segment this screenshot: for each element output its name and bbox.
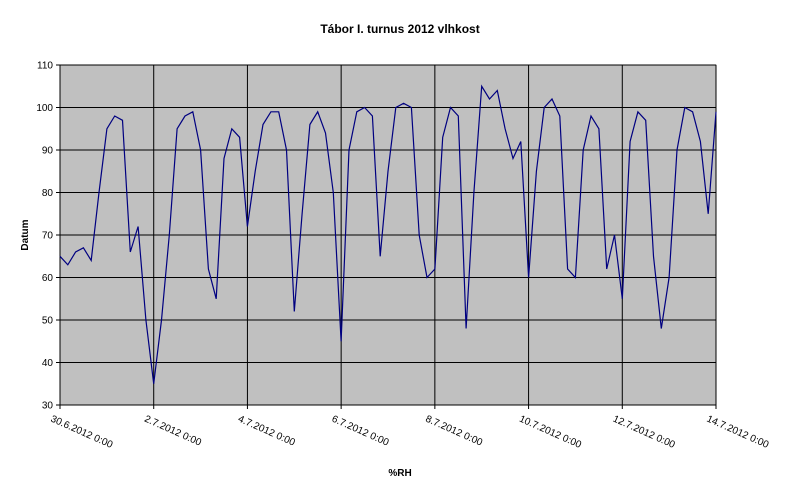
x-tick-label: 12.7.2012 0:00 xyxy=(611,414,677,451)
x-tick-label: 10.7.2012 0:00 xyxy=(517,414,583,451)
y-tick-label: 60 xyxy=(42,273,54,284)
x-tick-label: 2.7.2012 0:00 xyxy=(142,414,203,449)
y-tick-label: 80 xyxy=(42,188,54,199)
y-tick-label: 110 xyxy=(37,61,53,72)
y-tick-label: 100 xyxy=(36,103,53,114)
x-axis-title: %RH xyxy=(388,468,411,479)
x-tick-label: 8.7.2012 0:00 xyxy=(424,414,485,449)
y-axis-title: Datum xyxy=(20,219,31,250)
data-line xyxy=(59,84,717,384)
chart-title: Tábor I. turnus 2012 vlhkost xyxy=(320,22,479,36)
y-tick-label: 50 xyxy=(42,316,54,327)
y-tick-label: 30 xyxy=(42,401,54,412)
y-tick-label: 40 xyxy=(42,358,54,369)
y-tick-label: 90 xyxy=(42,146,54,157)
x-tick-label: 30.6.2012 0:00 xyxy=(49,414,115,451)
x-tick-label: 4.7.2012 0:00 xyxy=(236,414,297,449)
y-tick-label: 70 xyxy=(42,231,54,242)
x-tick-label: 6.7.2012 0:00 xyxy=(330,414,391,449)
x-tick-label: 14.7.2012 0:00 xyxy=(705,414,771,451)
